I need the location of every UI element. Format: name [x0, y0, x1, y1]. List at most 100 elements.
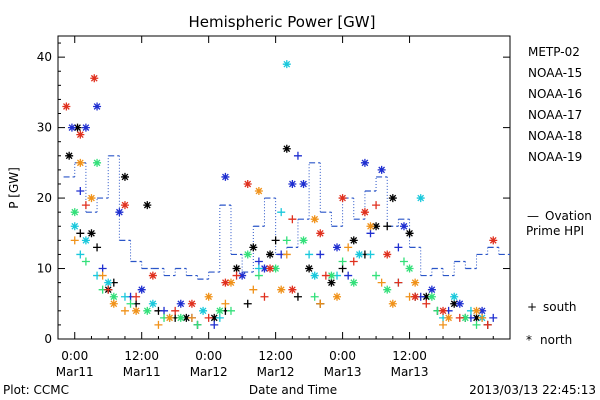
south-point: [76, 229, 85, 238]
south-point: [187, 313, 196, 322]
north-point: [349, 236, 358, 245]
ovation-legend-dash: —: [527, 209, 539, 223]
x-tick-date: Mar12: [257, 365, 295, 379]
south-point: [254, 264, 263, 273]
north-point: [120, 201, 129, 210]
south-point: [310, 292, 319, 301]
north-point: [472, 306, 481, 315]
south-point: [344, 271, 353, 280]
north-point: [299, 236, 308, 245]
north-point: [70, 222, 79, 231]
series-metp-02: [65, 123, 492, 329]
south-point: [349, 257, 358, 266]
south-point: [76, 187, 85, 196]
north-point: [372, 222, 381, 231]
north-point: [439, 306, 448, 315]
south-point: [226, 306, 235, 315]
south-point: [160, 306, 169, 315]
series-noaa-15: [67, 102, 498, 329]
south-point: [439, 320, 448, 329]
south-point: [254, 257, 263, 266]
north-point: [67, 123, 76, 132]
series-noaa-17: [70, 158, 481, 329]
series-noaa-18: [70, 158, 487, 329]
north-marker-symbol: *: [526, 333, 532, 347]
north-point: [282, 60, 291, 69]
south-point: [305, 250, 314, 259]
x-tick-date: Mar11: [56, 365, 94, 379]
north-point: [109, 299, 118, 308]
north-point: [461, 313, 470, 322]
legend-entry: NOAA-17: [528, 108, 582, 122]
south-point: [483, 320, 492, 329]
legend-entry: NOAA-19: [528, 150, 582, 164]
north-point: [422, 292, 431, 301]
x-tick-time: 0:00: [329, 349, 356, 363]
north-point: [120, 172, 129, 181]
north-point: [137, 285, 146, 294]
y-tick-label: 10: [37, 262, 52, 276]
south-point: [215, 313, 224, 322]
y-axis-label: P [GW]: [7, 167, 21, 209]
south-marker-symbol: +: [527, 300, 537, 314]
north-point: [90, 74, 99, 83]
north-point: [93, 102, 102, 111]
plot-frame: [57, 35, 511, 340]
x-tick-time: 12:00: [258, 349, 293, 363]
x-tick-time: 12:00: [392, 349, 427, 363]
south-point: [372, 201, 381, 210]
south-point: [372, 271, 381, 280]
north-point: [349, 278, 358, 287]
north-point: [360, 208, 369, 217]
legend-entry: NOAA-18: [528, 129, 582, 143]
south-point: [221, 299, 230, 308]
south-point: [210, 320, 219, 329]
south-point: [377, 278, 386, 287]
north-point: [93, 158, 102, 167]
north-point: [221, 172, 230, 181]
x-tick-time: 0:00: [195, 349, 222, 363]
north-point: [310, 215, 319, 224]
north-point: [282, 144, 291, 153]
south-marker-label: south: [543, 300, 577, 314]
south-point: [316, 250, 325, 259]
south-point: [249, 285, 258, 294]
north-point: [109, 292, 118, 301]
south-point: [120, 306, 129, 315]
north-point: [338, 194, 347, 203]
south-point: [478, 313, 487, 322]
north-point: [277, 285, 286, 294]
y-tick-label: 30: [37, 121, 52, 135]
south-point: [338, 257, 347, 266]
north-point: [478, 306, 487, 315]
north-point: [81, 123, 90, 132]
north-point: [360, 158, 369, 167]
x-axis-label: Date and Time: [249, 383, 337, 397]
ovation-legend-label-1: Ovation: [545, 209, 592, 223]
north-point: [182, 313, 191, 322]
north-point: [310, 271, 319, 280]
south-point: [232, 271, 241, 280]
north-point: [288, 285, 297, 294]
north-point: [70, 208, 79, 217]
north-point: [405, 264, 414, 273]
south-point: [394, 243, 403, 252]
south-point: [422, 299, 431, 308]
x-tick-date: Mar13: [391, 365, 429, 379]
south-point: [316, 299, 325, 308]
south-point: [293, 292, 302, 301]
north-point: [132, 306, 141, 315]
north-point: [76, 158, 85, 167]
north-point: [226, 278, 235, 287]
north-point: [366, 222, 375, 231]
south-point: [204, 313, 213, 322]
south-point: [344, 243, 353, 252]
north-point: [266, 264, 275, 273]
north-point: [399, 222, 408, 231]
north-point: [427, 285, 436, 294]
south-point: [120, 292, 129, 301]
south-point: [81, 257, 90, 266]
south-point: [338, 264, 347, 273]
north-point: [489, 236, 498, 245]
north-point: [411, 278, 420, 287]
